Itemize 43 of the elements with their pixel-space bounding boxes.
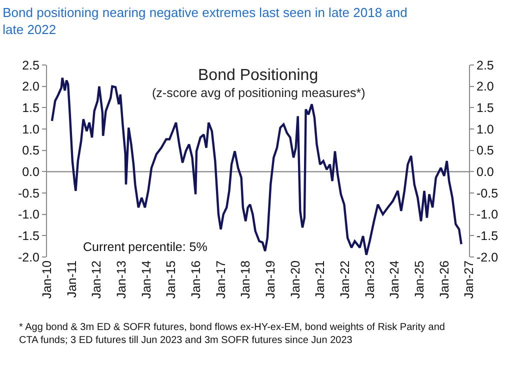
y2-tick-label: 0.0: [476, 165, 494, 180]
x-tick-label: Jan-14: [139, 260, 154, 299]
x-tick-label: Jan-10: [40, 260, 54, 299]
x-tick-label: Jan-20: [288, 260, 302, 299]
x-tick-label: Jan-25: [412, 260, 426, 299]
x-tick-label: Jan-13: [114, 260, 129, 299]
chart-title: Bond positioning nearing negative extremes last seen in late 2018 and late 2022: [2, 5, 408, 37]
y2-tick-label: -2.0: [476, 250, 498, 264]
y-tick-label: 2.0: [22, 80, 40, 94]
x-tick-label: Jan-19: [263, 260, 278, 299]
x-tick-label: Jan-12: [90, 260, 104, 299]
y2-tick-label: 1.5: [476, 101, 494, 116]
x-tick-label: Jan-24: [388, 260, 402, 299]
x-tick-label: Jan-16: [188, 260, 203, 299]
chart-subtitle: Bond Positioning: [198, 67, 318, 84]
x-tick-label: Jan-17: [214, 260, 228, 299]
y2-tick-label: -0.5: [476, 186, 498, 200]
y-tick-label: -2.0: [18, 250, 40, 264]
annotation: Current percentile: 5%: [83, 240, 208, 254]
x-tick-label: Jan-21: [313, 260, 328, 299]
x-tick-label: Jan-18: [238, 260, 253, 299]
x-tick-label: Jan-27: [462, 260, 476, 299]
x-tick-label: Jan-15: [164, 260, 178, 299]
y2-tick-label: 2.5: [476, 58, 494, 72]
y2-tick-label: -1.0: [476, 208, 498, 222]
y2-tick-label: 0.5: [476, 144, 494, 158]
y-tick-label: -1.5: [18, 229, 40, 244]
y-tick-label: 1.5: [22, 101, 40, 116]
x-tick-label: Jan-26: [437, 260, 452, 299]
x-tick-label: Jan-11: [64, 260, 79, 298]
y-tick-label: 0.5: [22, 144, 40, 158]
y2-tick-label: -1.5: [476, 229, 498, 244]
y-tick-label: -0.5: [18, 186, 40, 200]
text: * Agg bond & 3m ED & SOFR futures, bond flows ex-HY-ex-EM, bond weights of Risk Parity and CTA funds; 3 ED futures till Jun 2023 and 3m SOFR futures since Jun 2023: [19, 322, 445, 346]
y2-tick-label: 1.0: [476, 122, 494, 136]
annotation: (z-score avg of positioning measures*): [152, 86, 366, 100]
y2-tick-label: 2.0: [476, 80, 494, 94]
y-tick-label: 0.0: [22, 165, 40, 180]
y-tick-label: 1.0: [22, 122, 40, 136]
y-tick-label: 2.5: [22, 58, 40, 72]
x-tick-label: Jan-23: [362, 260, 377, 299]
y-tick-label: -1.0: [18, 208, 40, 222]
x-tick-label: Jan-22: [338, 260, 352, 299]
